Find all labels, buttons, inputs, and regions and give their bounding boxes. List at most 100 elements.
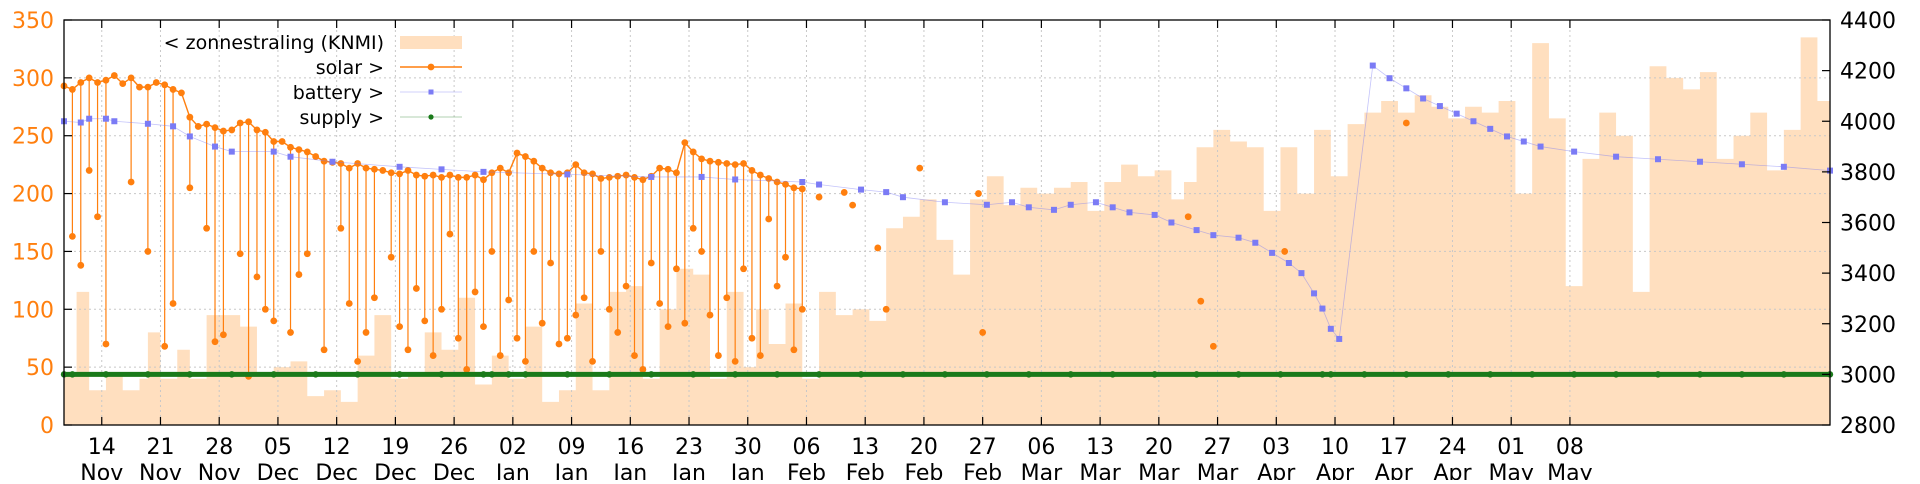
solar-point-high-6 xyxy=(110,72,118,79)
solar-point-high-13 xyxy=(169,86,177,93)
solar-point-low-29 xyxy=(404,346,412,354)
solar-point-extra-10 xyxy=(1209,342,1217,350)
solar-point-high-51 xyxy=(488,169,496,177)
x-tick-month-14: Feb xyxy=(904,461,943,480)
solar-point-extra-1 xyxy=(840,189,848,196)
battery-point-10 xyxy=(270,148,277,155)
x-tick-month-17: Mar xyxy=(1079,461,1121,480)
legend-marker-3 xyxy=(428,114,434,120)
solar-point-low-22 xyxy=(337,224,345,232)
x-tick-month-24: May xyxy=(1488,461,1533,480)
solar-point-low-35 xyxy=(454,334,462,342)
supply-point-43 xyxy=(1696,371,1704,378)
solar-point-low-12 xyxy=(220,331,227,339)
supply-point-8 xyxy=(354,371,361,378)
solar-point-high-30 xyxy=(312,153,320,160)
battery-point-25 xyxy=(941,199,948,206)
supply-point-38 xyxy=(1487,371,1494,378)
solar-point-low-28 xyxy=(396,323,403,331)
legend-swatch-0 xyxy=(400,36,462,49)
solar-point-low-18 xyxy=(287,329,294,336)
legend-label-0: < zonnestraling (KNMI) xyxy=(164,32,384,54)
solar-point-low-36 xyxy=(463,366,471,373)
solar-point-low-70 xyxy=(748,334,756,342)
x-tick-month-1: Nov xyxy=(139,461,182,480)
solar-point-high-10 xyxy=(144,83,152,91)
solar-point-extra-9 xyxy=(1197,297,1205,305)
x-tick-day-25: 08 xyxy=(1556,435,1584,460)
solar-point-low-60 xyxy=(664,323,672,331)
solar-point-high-88 xyxy=(798,185,806,193)
solar-point-low-54 xyxy=(614,329,622,336)
solar-point-high-34 xyxy=(345,164,353,172)
solar-point-high-19 xyxy=(220,127,227,135)
solar-point-extra-8 xyxy=(1184,213,1192,221)
battery-point-7 xyxy=(186,133,193,140)
battery-point-48 xyxy=(1386,75,1393,82)
solar-point-low-58 xyxy=(647,259,655,267)
x-tick-day-13: 13 xyxy=(851,435,879,460)
solar-point-extra-3 xyxy=(874,244,882,252)
solar-point-high-36 xyxy=(362,164,370,172)
solar-point-high-38 xyxy=(379,167,387,174)
solar-point-low-67 xyxy=(723,294,731,302)
solar-point-low-73 xyxy=(773,282,781,290)
supply-series-layer xyxy=(60,371,1834,378)
solar-point-extra-5 xyxy=(916,164,924,172)
supply-point-10 xyxy=(438,371,445,378)
solar-point-high-22 xyxy=(245,118,252,126)
battery-point-16 xyxy=(564,171,571,178)
battery-point-15 xyxy=(480,168,487,175)
x-tick-day-11: 30 xyxy=(734,435,762,460)
solar-point-low-24 xyxy=(354,357,362,365)
solar-point-high-87 xyxy=(790,184,798,192)
solar-point-low-19 xyxy=(295,271,303,278)
solar-point-low-45 xyxy=(538,319,546,327)
battery-point-52 xyxy=(1453,110,1460,117)
solar-point-high-64 xyxy=(597,175,605,182)
solar-point-low-34 xyxy=(446,230,454,238)
battery-point-40 xyxy=(1269,249,1276,256)
battery-point-6 xyxy=(170,123,177,130)
x-tick-day-7: 02 xyxy=(499,435,527,460)
battery-point-36 xyxy=(1193,227,1200,234)
solar-point-low-33 xyxy=(438,305,445,313)
battery-point-3 xyxy=(102,115,109,122)
battery-point-56 xyxy=(1520,138,1527,145)
supply-point-23 xyxy=(899,371,907,378)
battery-point-54 xyxy=(1487,125,1494,132)
solar-point-low-9 xyxy=(186,184,194,192)
solar-point-high-50 xyxy=(480,176,487,184)
battery-point-9 xyxy=(228,148,235,155)
battery-point-58 xyxy=(1571,148,1578,155)
supply-point-17 xyxy=(648,371,655,378)
solar-point-high-63 xyxy=(589,170,596,178)
solar-point-high-5 xyxy=(102,76,110,84)
battery-point-34 xyxy=(1151,211,1158,218)
battery-point-30 xyxy=(1067,201,1074,208)
battery-point-11 xyxy=(287,153,294,160)
solar-point-high-75 xyxy=(689,148,697,156)
legend-marker-2 xyxy=(428,89,434,95)
solar-point-low-37 xyxy=(471,288,479,296)
solar-point-high-16 xyxy=(194,123,202,130)
solar-point-low-25 xyxy=(362,329,370,336)
x-tick-month-16: Mar xyxy=(1021,461,1063,480)
solar-point-high-80 xyxy=(731,161,739,169)
legend-label-3: supply > xyxy=(299,107,384,129)
supply-point-34 xyxy=(1327,371,1335,378)
solar-point-low-23 xyxy=(345,300,353,307)
x-tick-day-8: 09 xyxy=(558,435,586,460)
solar-point-high-14 xyxy=(178,89,185,97)
x-tick-month-8: Jan xyxy=(553,461,589,480)
x-tick-month-13: Feb xyxy=(846,461,885,480)
solar-point-high-12 xyxy=(161,81,169,89)
solar-point-high-35 xyxy=(354,160,362,167)
legend-marker-1 xyxy=(427,63,435,71)
solar-point-low-50 xyxy=(580,294,588,302)
solar-point-low-4 xyxy=(102,340,110,348)
supply-point-13 xyxy=(505,371,512,378)
irradiance-area-layer xyxy=(64,37,1830,425)
solar-point-low-61 xyxy=(673,265,680,273)
solar-point-low-3 xyxy=(94,213,101,221)
